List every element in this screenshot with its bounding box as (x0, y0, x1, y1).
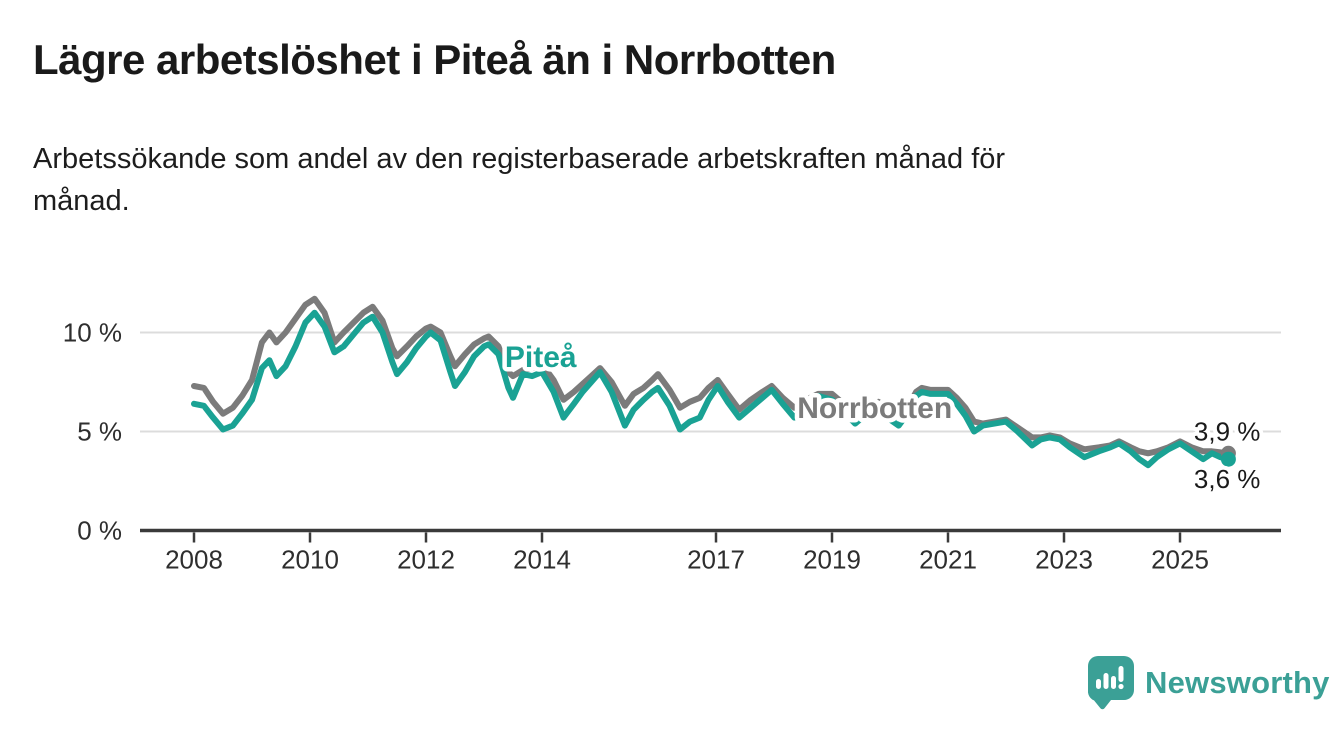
subtitle-line-1: Arbetssökande som andel av den registerb… (33, 143, 1006, 175)
page-title: Lägre arbetslöshet i Piteå än i Norrbott… (33, 36, 836, 83)
x-tick-label: 2010 (281, 545, 339, 575)
norrbotten-end-value-label: 3,9 % (1194, 416, 1261, 446)
pite-end-dot (1220, 451, 1236, 467)
pite-line (191, 309, 1230, 469)
subtitle-line-2: månad. (33, 185, 130, 217)
x-tick-label: 2019 (803, 545, 861, 575)
brand-name: Newsworthy (1145, 665, 1330, 700)
newsworthy-logo: Newsworthy (1088, 656, 1330, 710)
y-tick-label: 10 % (63, 318, 122, 348)
y-tick-label: 5 % (77, 417, 122, 447)
x-tick-label: 2012 (397, 545, 455, 575)
x-tick-label: 2021 (919, 545, 977, 575)
x-tick-label: 2025 (1151, 545, 1209, 575)
y-tick-label: 0 % (77, 516, 122, 546)
norrbotten-series-label: Norrbotten (797, 392, 952, 425)
norrbotten-line (191, 295, 1230, 457)
x-tick-label: 2014 (513, 545, 571, 575)
chart-subtitle: Arbetssökande som andel av den registerb… (33, 138, 1005, 222)
x-tick-label: 2023 (1035, 545, 1093, 575)
pite-end-value-label: 3,6 % (1194, 464, 1261, 494)
pite-series-label: Piteå (505, 341, 577, 374)
x-tick-label: 2017 (687, 545, 745, 575)
x-tick-label: 2008 (165, 545, 223, 575)
newsworthy-speech-bubble-chart-icon (1088, 656, 1134, 710)
